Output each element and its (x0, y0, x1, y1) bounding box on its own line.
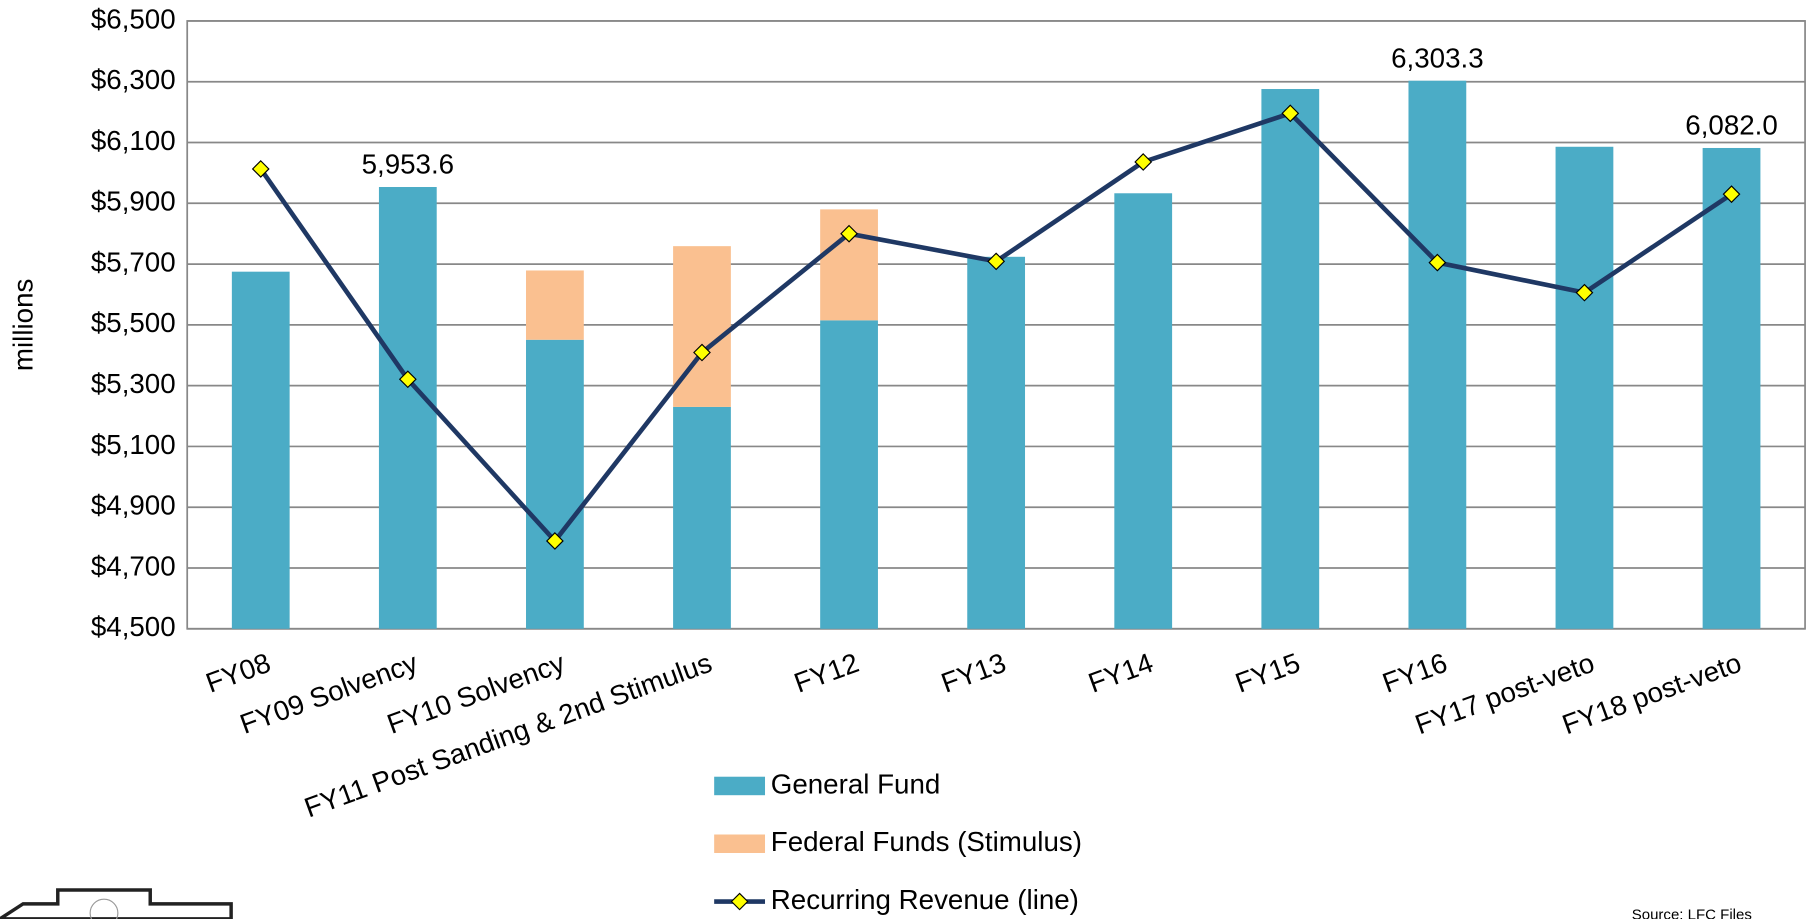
marker (1134, 153, 1153, 171)
y-tick-label: $5,300 (91, 368, 176, 399)
bar (673, 406, 731, 629)
legend-marker (730, 892, 749, 911)
value-label: 5,953.6 (362, 149, 454, 180)
bar (820, 320, 878, 629)
y-tick-label: $4,700 (91, 550, 176, 581)
bar (1261, 89, 1320, 629)
y-tick-label: $4,500 (91, 611, 176, 642)
legend-label: Federal Funds (Stimulus) (771, 826, 1082, 857)
y-tick-label: $6,500 (91, 3, 176, 34)
y-tick-label: $4,900 (91, 490, 176, 521)
marker (545, 532, 564, 550)
marker (1428, 253, 1447, 272)
y-tick-label: $6,100 (91, 125, 176, 156)
marker (398, 370, 417, 389)
logo (0, 888, 233, 924)
bar (967, 256, 1026, 629)
y-tick-label: $5,700 (91, 246, 176, 277)
marker (987, 252, 1006, 271)
y-tick-label: $5,500 (91, 307, 176, 338)
bar (378, 187, 437, 629)
source: Source: LFC Files (1632, 906, 1752, 919)
y-tick-label: $5,900 (91, 186, 176, 217)
marker (1575, 283, 1594, 302)
y-tick-label: $5,100 (91, 429, 176, 460)
bar (526, 339, 584, 629)
legend-label: General Fund (771, 768, 941, 799)
marker (693, 343, 711, 362)
marker (1722, 185, 1741, 204)
marker (840, 224, 858, 243)
bar (1555, 146, 1614, 629)
y-tick-label: $6,300 (91, 64, 176, 95)
bar (526, 270, 584, 340)
bar (1114, 193, 1173, 629)
marker (1281, 104, 1300, 123)
bar (673, 246, 731, 407)
value-label: 6,082.0 (1685, 110, 1777, 141)
legend-swatch (714, 776, 766, 796)
legend-swatch (714, 834, 766, 853)
value-label: 6,303.3 (1391, 42, 1483, 73)
bar (231, 271, 290, 629)
bar (1702, 147, 1761, 629)
marker (251, 160, 270, 178)
bar (1408, 80, 1467, 629)
y-axis-label: millions (8, 279, 39, 371)
legend-label: Recurring Revenue (line) (771, 884, 1079, 915)
